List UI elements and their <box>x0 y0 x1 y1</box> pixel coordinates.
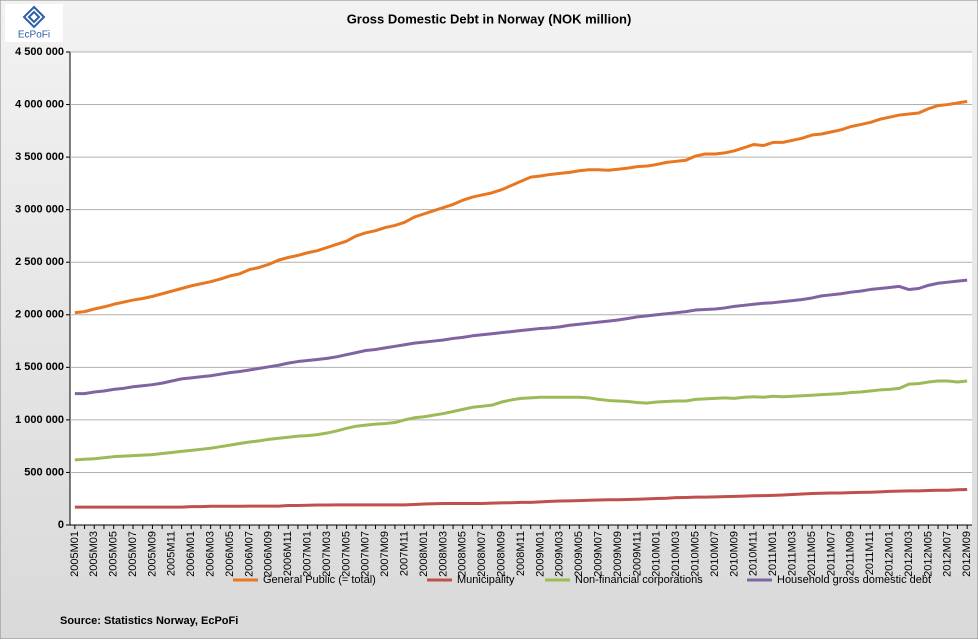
x-tick-label: 2007M03 <box>321 531 333 577</box>
x-tick-label: 2008M03 <box>437 531 449 577</box>
x-tick-label: 2005M01 <box>69 531 81 577</box>
y-tick-label: 3 000 000 <box>15 204 64 216</box>
y-tick-label: 2 000 000 <box>15 309 64 321</box>
x-tick-label: 2012M05 <box>922 531 934 577</box>
x-tick-label: 2006M01 <box>185 531 197 577</box>
x-tick-label: 2012M03 <box>903 531 915 577</box>
source-note: Source: Statistics Norway, EcPoFi <box>60 615 238 627</box>
x-tick-label: 2005M09 <box>146 531 158 577</box>
legend-label: Household gross domestic debt <box>777 574 931 586</box>
x-tick-label: 2006M07 <box>243 531 255 577</box>
x-tick-label: 2006M09 <box>263 531 275 577</box>
x-tick-label: 2007M11 <box>399 531 411 576</box>
series-line <box>74 278 968 396</box>
x-tick-label: 2011M01 <box>767 531 779 576</box>
x-tick-label: 2010M11 <box>748 531 760 576</box>
x-tick-label: 2008M11 <box>515 531 527 576</box>
x-tick-label: 2010M09 <box>728 531 740 577</box>
x-tick-label: 2005M07 <box>127 531 139 577</box>
y-tick-label: 4 000 000 <box>15 98 64 110</box>
plot-area <box>70 52 972 525</box>
series-line <box>74 99 968 315</box>
x-tick-label: 2005M05 <box>108 531 120 577</box>
x-tick-label: 2011M09 <box>845 531 857 576</box>
x-tick-label: 2010M03 <box>670 531 682 577</box>
x-tick-label: 2011M03 <box>786 531 798 576</box>
y-tick-label: 0 <box>58 519 64 531</box>
x-tick-label: 2012M07 <box>942 531 954 577</box>
y-tick-label: 3 500 000 <box>15 151 64 163</box>
x-tick-label: 2010M05 <box>689 531 701 577</box>
legend-label: Non-financial corporations <box>575 574 703 586</box>
x-tick-label: 2006M03 <box>205 531 217 577</box>
y-tick-label: 1 000 000 <box>15 414 64 426</box>
y-tick-label: 2 500 000 <box>15 256 64 268</box>
x-tick-label: 2009M01 <box>534 531 546 577</box>
y-tick-label: 500 000 <box>24 466 64 478</box>
x-tick-label: 2007M01 <box>302 531 314 577</box>
x-tick-label: 2008M05 <box>457 531 469 577</box>
x-tick-label: 2006M05 <box>224 531 236 577</box>
x-tick-label: 2009M11 <box>631 531 643 576</box>
x-tick-label: 2008M09 <box>496 531 508 577</box>
chart-title: Gross Domestic Debt in Norway (NOK milli… <box>347 11 632 26</box>
series-line <box>74 379 968 462</box>
x-tick-label: 2008M01 <box>418 531 430 577</box>
x-tick-label: 2011M11 <box>864 531 876 575</box>
x-tick-label: 2009M09 <box>612 531 624 577</box>
x-tick-label: 2007M09 <box>379 531 391 577</box>
legend-label: Municipality <box>457 574 515 586</box>
x-tick-label: 2009M05 <box>573 531 585 577</box>
logo-text: EcPoFi <box>18 30 50 41</box>
x-tick-label: 2012M01 <box>883 531 895 577</box>
legend-label: General Public (= total) <box>263 574 376 586</box>
x-tick-label: 2006M11 <box>282 531 294 576</box>
x-tick-label: 2010M07 <box>709 531 721 577</box>
x-tick-label: 2012M09 <box>961 531 973 577</box>
x-tick-label: 2011M05 <box>806 531 818 576</box>
x-tick-label: 2009M07 <box>592 531 604 577</box>
x-tick-label: 2005M03 <box>88 531 100 577</box>
logo-icon <box>22 5 46 29</box>
x-tick-label: 2009M03 <box>554 531 566 577</box>
x-tick-label: 2008M07 <box>476 531 488 577</box>
x-tick-label: 2005M11 <box>166 531 178 576</box>
y-tick-label: 1 500 000 <box>15 361 64 373</box>
x-tick-label: 2007M07 <box>360 531 372 577</box>
y-tick-label: 4 500 000 <box>15 46 64 58</box>
x-tick-label: 2011M07 <box>825 531 837 576</box>
series-line <box>74 487 968 509</box>
x-tick-label: 2010M01 <box>651 531 663 577</box>
x-tick-label: 2007M05 <box>340 531 352 577</box>
